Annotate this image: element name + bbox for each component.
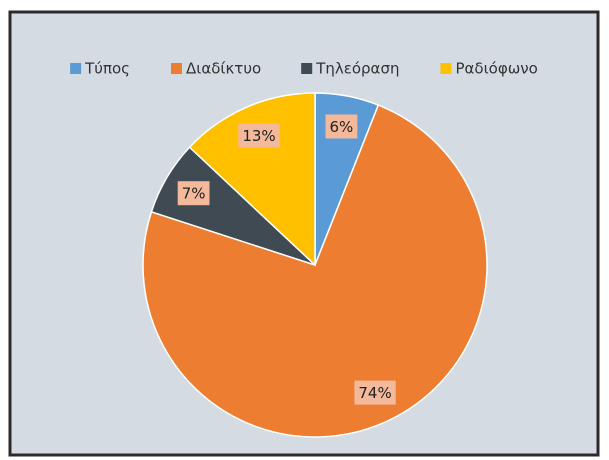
- data-label-box: [238, 123, 280, 148]
- legend-label: Τηλεόραση: [315, 60, 399, 78]
- legend-label: Τύπος: [84, 60, 130, 78]
- data-label: 6%: [330, 118, 354, 136]
- legend-label: Ραδιόφωνο: [455, 60, 537, 78]
- legend-swatch: [440, 63, 452, 74]
- legend-swatch: [301, 63, 313, 74]
- legend-swatch: [170, 63, 182, 74]
- data-label-box: [325, 114, 358, 139]
- pie-slice: [142, 104, 488, 438]
- data-label: 7%: [182, 185, 206, 203]
- data-label-box: [177, 181, 210, 206]
- legend-label: Διαδίκτυο: [186, 60, 261, 78]
- pie-slice: [188, 92, 316, 267]
- data-label-box: [354, 380, 396, 405]
- data-label: 74%: [358, 384, 391, 402]
- legend-swatch: [70, 63, 82, 74]
- data-label: 13%: [242, 127, 275, 145]
